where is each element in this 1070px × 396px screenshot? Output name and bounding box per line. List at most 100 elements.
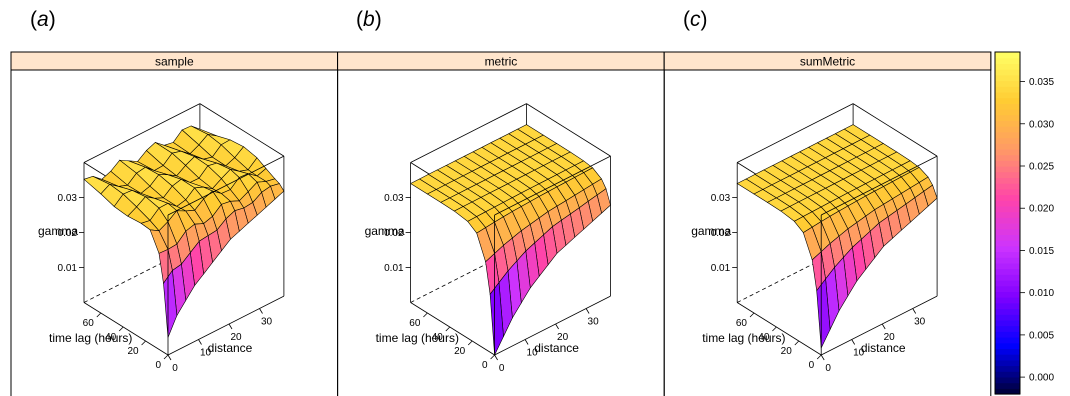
colorkey-frame (994, 51, 1021, 395)
box-front-edges (736, 155, 938, 356)
strip-title: sample (155, 55, 194, 69)
colorkey-band (995, 126, 1020, 133)
surface-facet (816, 278, 831, 350)
colorkey-band (995, 302, 1020, 310)
x-tick (555, 323, 559, 330)
x-axis-label: distance (534, 341, 579, 355)
y-axis-ticks: 0 20 40 60 (409, 312, 495, 371)
x-tick-label: 10 (527, 348, 539, 359)
colorkey-tick-label: 0.010 (1029, 288, 1054, 299)
colorkey-band (995, 376, 1020, 384)
colorkey-band (995, 348, 1020, 355)
colorkey-band (995, 109, 1020, 116)
surface-facet (489, 281, 504, 357)
y-tick-label: 0 (809, 360, 815, 371)
strip-c (663, 51, 992, 71)
colorkey-tick-label: 0.030 (1029, 119, 1054, 130)
z-tick-label: 0.02 (711, 228, 731, 239)
y-tick-label: 60 (409, 318, 421, 329)
x-tick (524, 339, 529, 345)
x-tick (259, 308, 263, 314)
z-tick-label: 0.01 (384, 263, 404, 274)
panel-b: metric 0.01 0.02 0.03 gamma 0 10 20 30 distance 0 2… (337, 51, 665, 396)
y-tick (96, 312, 102, 318)
y-tick (118, 326, 124, 332)
colorkey-band (995, 97, 1020, 104)
x-tick-label: 30 (261, 317, 273, 328)
x-tick-label: 30 (914, 317, 926, 328)
y-tick (794, 340, 800, 346)
colorkey-band (995, 63, 1020, 70)
panel-letter-a: (a) (30, 8, 56, 31)
y-axis-ticks: 0 20 40 60 (83, 312, 169, 371)
x-tick (820, 354, 825, 361)
colorkey-band (995, 160, 1020, 167)
z-tick-label: 0.01 (58, 263, 78, 274)
z-axis-label: gamma (691, 224, 731, 238)
y-tick-label: 60 (83, 318, 95, 329)
x-axis-ticks: 0 10 20 30 (820, 308, 926, 374)
colorkey-tick-label: 0.035 (1029, 77, 1054, 88)
colorkey-band (995, 240, 1020, 247)
x-tick (494, 354, 498, 361)
colorkey-band (995, 262, 1020, 270)
colorkey-band (995, 114, 1020, 121)
x-tick-label: 20 (884, 332, 896, 343)
colorkey-band (995, 200, 1020, 207)
y-tick-label: 40 (758, 332, 770, 343)
colorkey-band (995, 74, 1020, 82)
y-tick (772, 326, 777, 332)
colorkey-band (995, 297, 1020, 304)
z-tick-label: 0.03 (384, 193, 404, 204)
surface-c (736, 124, 938, 350)
colorkey-band (995, 228, 1020, 235)
strip-title: sumMetric (800, 55, 855, 69)
x-axis-label: distance (861, 341, 906, 355)
z-tick-label: 0.02 (58, 228, 78, 239)
colorkey-band (995, 359, 1020, 367)
colorkey-band (995, 103, 1020, 110)
x-tick-label: 0 (172, 363, 178, 374)
box-front-edges (410, 155, 611, 356)
colorkey-band (995, 86, 1020, 93)
y-tick (423, 312, 428, 318)
colorkey-band (995, 308, 1020, 315)
z-tick-label: 0.02 (384, 228, 404, 239)
colorkey-band (995, 91, 1020, 99)
colorkey-band (995, 69, 1020, 76)
y-tick-label: 40 (105, 332, 117, 343)
y-tick (816, 354, 822, 360)
y-axis-label: time lag (hours) (702, 331, 785, 345)
colorkey-band (995, 223, 1020, 230)
x-tick (228, 323, 233, 330)
colorkey-band (995, 382, 1020, 389)
x-tick-label: 10 (200, 348, 212, 359)
colorkey-band (995, 143, 1020, 150)
colorkey-tick-label: 0.015 (1029, 246, 1054, 257)
colorkey-band (995, 131, 1020, 139)
colorkey-band (995, 52, 1020, 59)
y-tick-label: 20 (781, 346, 793, 357)
colorkey-band (995, 354, 1020, 361)
colorkey-band (995, 137, 1020, 144)
x-tick-label: 20 (557, 332, 569, 343)
y-tick-label: 20 (454, 346, 466, 357)
colorkey-band (995, 251, 1020, 258)
y-tick (749, 312, 755, 318)
colorkey-band (995, 274, 1020, 281)
colorkey-band (995, 177, 1020, 184)
y-tick (141, 340, 146, 346)
colorkey-band (995, 154, 1020, 161)
colorkey-band (995, 280, 1020, 287)
y-axis-ticks: 0 20 40 60 (736, 312, 822, 371)
x-axis-label: distance (208, 341, 253, 355)
x-tick (585, 308, 590, 314)
z-tick-label: 0.03 (58, 193, 78, 204)
box-front-edges (83, 155, 285, 356)
colorkey-band (995, 285, 1020, 292)
surface-facet (163, 269, 178, 338)
surface-b (409, 124, 611, 357)
colorkey-band (995, 205, 1020, 213)
colorkey-band (995, 217, 1020, 224)
y-tick-label: 0 (155, 360, 161, 371)
